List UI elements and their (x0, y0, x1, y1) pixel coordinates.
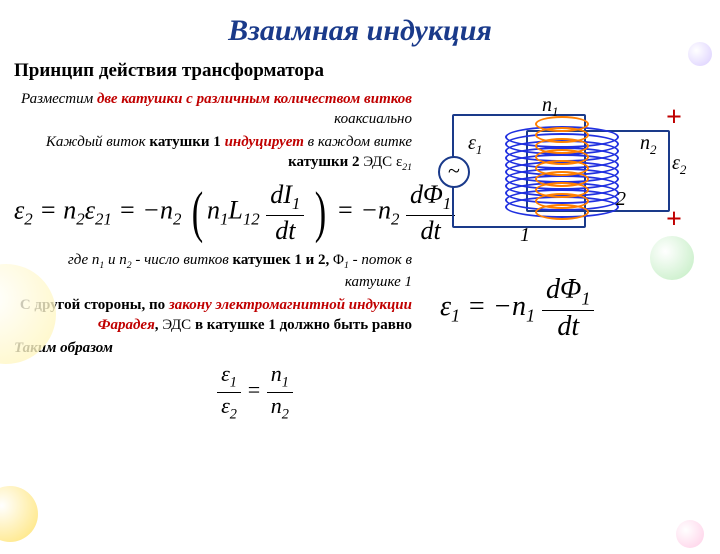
paragraph-3: где n1 и n2 - число витков катушек 1 и 2… (14, 251, 412, 292)
transformer-diagram: ~ ε1 n1 n2 ε2 1 2 + + (430, 96, 680, 256)
formula-e1: ε1 = −n1 dΦ1dt (440, 276, 710, 341)
left-column: Разместим две катушки с различным количе… (0, 86, 430, 421)
paragraph-2: Каждый виток катушки 1 индуцирует в кажд… (14, 133, 412, 174)
formula-ratio: ε1 ε2 = n1 n2 (80, 363, 430, 421)
paragraph-4: С другой стороны, по закону электромагни… (14, 296, 412, 335)
label-n1: n1 (542, 94, 559, 120)
decoration-bubble (0, 486, 38, 542)
plus-bottom: + (666, 204, 682, 236)
label-e2: ε2 (672, 152, 686, 178)
label-2: 2 (616, 188, 626, 211)
paragraph-1: Разместим две катушки с различным количе… (14, 90, 412, 129)
ac-source-icon: ~ (438, 156, 470, 188)
decoration-bubble (688, 42, 712, 66)
right-column: ~ ε1 n1 n2 ε2 1 2 + + ε1 = −n1 dΦ1dt (430, 86, 710, 421)
formula-main: ε2 = n2ε21 = −n2 (n1L12 dI1dt ) = −n2 dΦ… (14, 180, 430, 245)
coil-inner (535, 204, 589, 220)
decoration-bubble (676, 520, 704, 548)
page-title: Взаимная индукция (0, 14, 720, 48)
paragraph-5: Таким образом (14, 339, 412, 359)
label-1: 1 (520, 224, 530, 247)
subtitle: Принцип действия трансформатора (14, 60, 720, 82)
label-n2: n2 (640, 132, 657, 158)
plus-top: + (666, 102, 682, 134)
label-e1: ε1 (468, 132, 482, 158)
